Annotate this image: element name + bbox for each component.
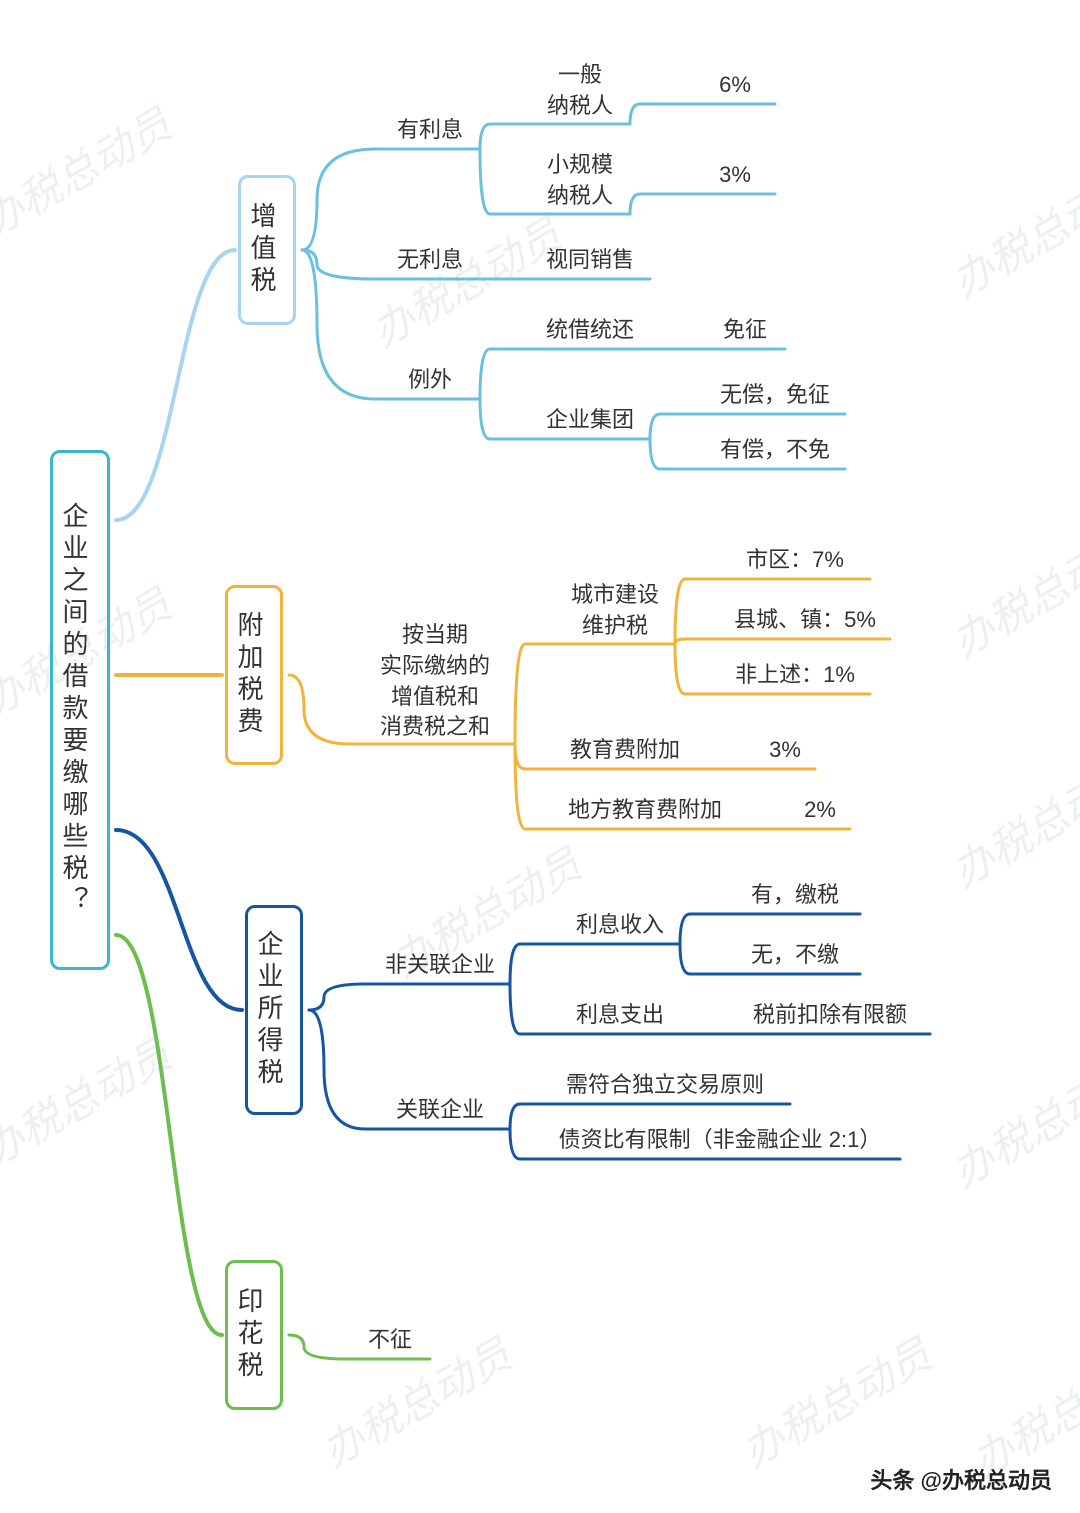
mindmap-canvas (0, 0, 1080, 1513)
mindmap-node: 非关联企业 (370, 950, 510, 981)
mindmap-node: 需符合独立交易原则 (540, 1070, 790, 1101)
root-node: 企业之间的借款要缴哪些税？ (50, 450, 110, 970)
mindmap-node: 地方教育费附加 (555, 795, 735, 826)
mindmap-node: 税前扣除有限额 (730, 1000, 930, 1031)
branch-node-stamp: 印花税 (225, 1260, 283, 1410)
mindmap-node: 按当期实际缴纳的增值税和消费税之和 (355, 620, 515, 743)
mindmap-node: 统借统还 (530, 315, 650, 346)
mindmap-node: 企业集团 (530, 405, 650, 436)
mindmap-node: 关联企业 (370, 1095, 510, 1126)
attribution-text: 头条 @办税总动员 (870, 1463, 1052, 1495)
branch-node-surcharge: 附加税费 (225, 585, 283, 765)
mindmap-node: 2% (790, 795, 850, 826)
mindmap-node: 免征 (705, 315, 785, 346)
mindmap-node: 有利息 (380, 115, 480, 146)
mindmap-node: 无利息 (380, 245, 480, 276)
mindmap-node: 3% (695, 160, 775, 191)
mindmap-node: 利息收入 (560, 910, 680, 941)
mindmap-node: 无，不缴 (730, 940, 860, 971)
mindmap-node: 教育费附加 (555, 735, 695, 766)
mindmap-node: 有，缴税 (730, 880, 860, 911)
mindmap-node: 不征 (350, 1325, 430, 1356)
mindmap-node: 市区：7% (720, 545, 870, 576)
branch-node-vat: 增值税 (238, 175, 296, 325)
mindmap-node: 债资比有限制（非金融企业 2:1） (540, 1125, 900, 1156)
mindmap-node: 非上述：1% (720, 660, 870, 691)
mindmap-node: 例外 (380, 365, 480, 396)
mindmap-node: 无偿，免征 (705, 380, 845, 411)
mindmap-node: 3% (755, 735, 815, 766)
mindmap-node: 利息支出 (560, 1000, 680, 1031)
mindmap-node: 6% (695, 70, 775, 101)
mindmap-node: 一般纳税人 (530, 60, 630, 122)
mindmap-node: 城市建设维护税 (555, 580, 675, 642)
branch-node-cit: 企业所得税 (245, 905, 303, 1115)
mindmap-node: 小规模纳税人 (530, 150, 630, 212)
mindmap-node: 县城、镇：5% (720, 605, 890, 636)
mindmap-node: 有偿，不免 (705, 435, 845, 466)
mindmap-node: 视同销售 (530, 245, 650, 276)
